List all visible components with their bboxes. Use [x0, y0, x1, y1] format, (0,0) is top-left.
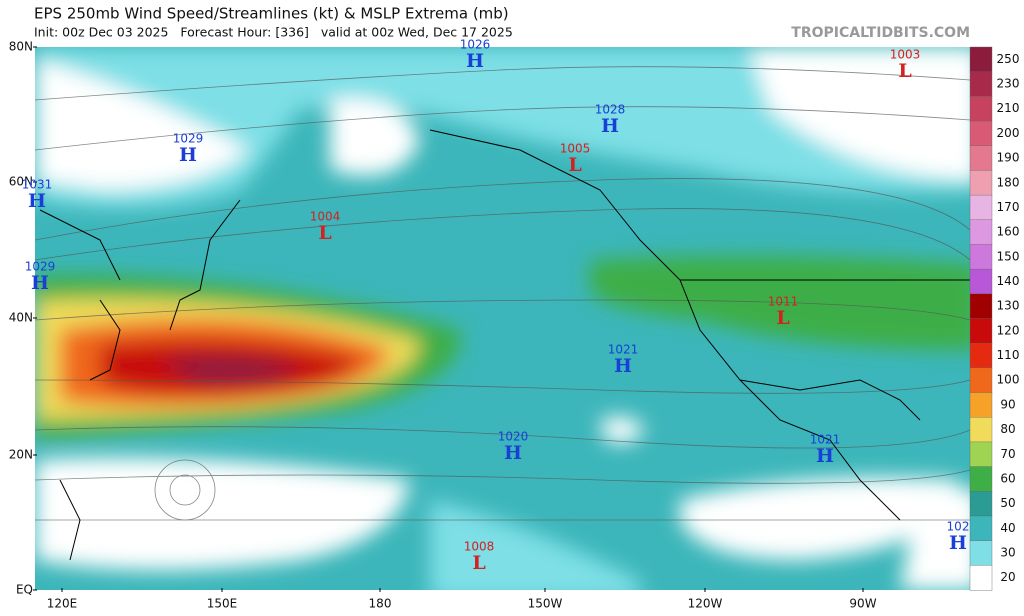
lon-label: 150W — [528, 597, 563, 611]
lat-label: 60N — [9, 175, 33, 189]
colorbar-label: 100 — [997, 373, 1020, 387]
colorbar-label: 120 — [997, 323, 1020, 337]
colorbar-label: 160 — [997, 225, 1020, 239]
subtitle: Init: 00z Dec 03 2025 Forecast Hour: [33… — [34, 25, 513, 40]
pressure-center: H — [504, 442, 522, 464]
colorbar-swatch — [969, 46, 993, 73]
colorbar-swatch — [969, 565, 993, 591]
lon-label: 120W — [688, 597, 723, 611]
pressure-center: H — [179, 144, 197, 166]
colorbar-swatch — [969, 540, 993, 567]
colorbar-swatch — [969, 268, 993, 295]
colorbar-swatch — [969, 466, 993, 492]
colorbar-swatch — [969, 71, 993, 98]
colorbar-label: 170 — [997, 200, 1020, 214]
colorbar-label: 150 — [997, 249, 1020, 263]
pressure-center: H — [28, 190, 46, 212]
pressure-value: 1020 — [498, 430, 529, 444]
title: EPS 250mb Wind Speed/Streamlines (kt) & … — [34, 5, 509, 23]
colorbar-label: 190 — [997, 151, 1020, 165]
pressure-center: H — [31, 272, 49, 294]
lon-label: 90W — [849, 597, 876, 611]
colorbar-label: 130 — [997, 299, 1020, 313]
colorbar-swatch — [969, 145, 993, 172]
pressure-center: L — [472, 552, 485, 574]
colorbar-swatch — [969, 170, 993, 196]
lat-label: EQ — [16, 583, 33, 597]
pressure-center: L — [568, 154, 581, 176]
lat-label: 20N — [9, 448, 33, 462]
colorbar-swatch — [969, 491, 993, 517]
pressure-center: H — [466, 50, 484, 72]
colorbar-swatch — [969, 441, 993, 468]
pressure-value: 1008 — [464, 540, 495, 554]
pressure-center: H — [949, 532, 967, 554]
pressure-value: 1028 — [595, 103, 626, 117]
colorbar-swatch — [969, 417, 993, 443]
pressure-center: H — [816, 445, 834, 467]
pressure-value: 1029 — [173, 132, 204, 146]
colorbar-swatch — [969, 96, 993, 122]
colorbar-label: 40 — [1000, 521, 1015, 535]
map — [35, 47, 970, 590]
pressure-value: 1029 — [25, 260, 56, 274]
pressure-value: 1026 — [460, 38, 491, 52]
colorbar-label: 140 — [997, 274, 1020, 288]
lon-label: 120E — [47, 597, 78, 611]
colorbar-label: 30 — [1000, 545, 1015, 559]
colorbar-label: 230 — [997, 77, 1020, 91]
colorbar-swatch — [969, 244, 993, 270]
credit: TROPICALTIDBITS.COM — [791, 25, 970, 41]
colorbar-label: 50 — [1000, 496, 1015, 510]
colorbar-label: 180 — [997, 175, 1020, 189]
colorbar-label: 210 — [997, 101, 1020, 115]
colorbar-label: 200 — [997, 126, 1020, 140]
lat-label: 80N — [9, 40, 33, 54]
lon-label: 150E — [207, 597, 238, 611]
colorbar-swatch — [969, 120, 993, 147]
colorbar-swatch — [969, 367, 993, 394]
colorbar-swatch — [969, 194, 993, 221]
colorbar-swatch — [969, 318, 993, 344]
pressure-value: 1003 — [890, 48, 921, 62]
colorbar-label: 20 — [1000, 570, 1015, 584]
lat-label: 40N — [9, 311, 33, 325]
pressure-center: H — [614, 355, 632, 377]
pressure-value: 1021 — [810, 433, 841, 447]
pressure-value: 1004 — [310, 210, 341, 224]
pressure-value: 102 — [947, 520, 970, 534]
pressure-value: 1021 — [608, 343, 639, 357]
pressure-value: 1011 — [768, 295, 799, 309]
colorbar-swatch — [969, 219, 993, 246]
colorbar-label: 80 — [1000, 422, 1015, 436]
pressure-center: H — [601, 115, 619, 137]
colorbar-swatch — [969, 392, 993, 418]
colorbar-swatch — [969, 342, 993, 369]
colorbar-label: 60 — [1000, 471, 1015, 485]
pressure-value: 1005 — [560, 142, 591, 156]
colorbar-label: 250 — [997, 52, 1020, 66]
colorbar-label: 70 — [1000, 447, 1015, 461]
colorbar-swatch — [969, 293, 993, 320]
pressure-center: L — [898, 60, 911, 82]
lon-label: 180 — [369, 597, 392, 611]
colorbar-swatch — [969, 515, 993, 542]
pressure-center: L — [318, 222, 331, 244]
pressure-center: L — [776, 307, 789, 329]
pressure-value: 1031 — [22, 178, 53, 192]
colorbar-label: 90 — [1000, 397, 1015, 411]
colorbar-label: 110 — [997, 348, 1020, 362]
